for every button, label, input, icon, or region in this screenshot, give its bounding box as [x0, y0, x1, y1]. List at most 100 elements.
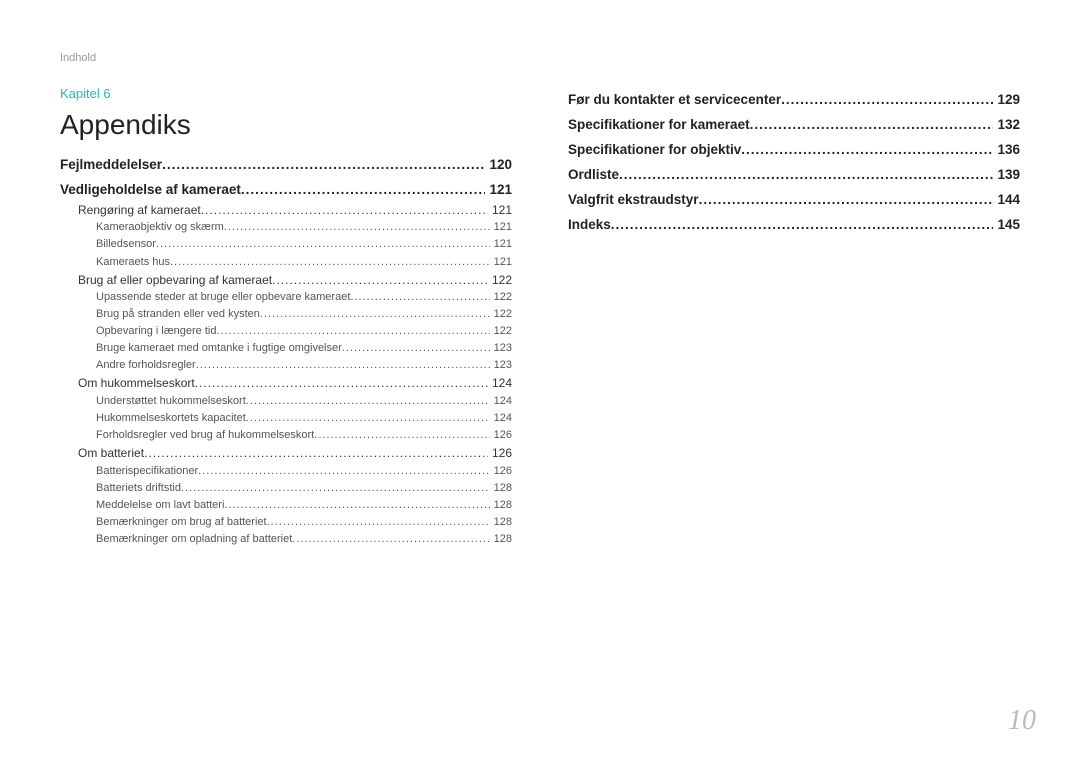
toc-entry-page: 128	[490, 514, 512, 531]
toc-left-list: Fejlmeddelelser ........................…	[60, 155, 512, 548]
toc-leader-dots: ........................................…	[216, 323, 489, 340]
toc-entry-label: Opbevaring i længere tid	[96, 323, 216, 340]
toc-entry-label: Vedligeholdelse af kameraet	[60, 180, 241, 201]
toc-entry-label: Specifikationer for objektiv	[568, 140, 741, 161]
toc-entry-label: Upassende steder at bruge eller opbevare…	[96, 289, 350, 306]
toc-entry-page: 128	[490, 497, 512, 514]
toc-entry-label: Valgfrit ekstraudstyr	[568, 190, 699, 211]
toc-leader-dots: ........................................…	[196, 357, 490, 374]
toc-entry[interactable]: Kameraets hus ..........................…	[60, 254, 512, 271]
toc-entry-page: 126	[488, 444, 512, 463]
toc-leader-dots: ........................................…	[144, 444, 488, 463]
toc-entry[interactable]: Om hukommelseskort .....................…	[60, 374, 512, 393]
toc-entry[interactable]: Bemærkninger om opladning af batteriet .…	[60, 531, 512, 548]
toc-entry-page: 122	[490, 323, 512, 340]
toc-entry-label: Billedsensor	[96, 236, 156, 253]
toc-entry[interactable]: Billedsensor ...........................…	[60, 236, 512, 253]
toc-entry[interactable]: Bemærkninger om brug af batteriet ......…	[60, 514, 512, 531]
toc-leader-dots: ........................................…	[224, 497, 489, 514]
toc-entry-label: Bemærkninger om opladning af batteriet	[96, 531, 292, 548]
toc-entry[interactable]: Batterispecifikationer .................…	[60, 463, 512, 480]
toc-leader-dots: ........................................…	[195, 374, 488, 393]
toc-entry[interactable]: Opbevaring i længere tid ...............…	[60, 323, 512, 340]
toc-entry-label: Fejlmeddelelser	[60, 155, 162, 176]
toc-entry-label: Brug på stranden eller ved kysten	[96, 306, 260, 323]
header-label: Indhold	[60, 52, 1020, 64]
toc-entry-page: 122	[490, 289, 512, 306]
toc-entry-label: Om batteriet	[78, 444, 144, 463]
toc-entry-label: Specifikationer for kameraet	[568, 115, 750, 136]
toc-entry[interactable]: Specifikationer for kameraet ...........…	[568, 115, 1020, 136]
toc-entry-label: Batteriets driftstid	[96, 480, 181, 497]
toc-entry-page: 123	[490, 357, 512, 374]
toc-leader-dots: ........................................…	[162, 155, 485, 176]
toc-leader-dots: ........................................…	[741, 140, 993, 161]
toc-entry-label: Kameraobjektiv og skærm	[96, 219, 224, 236]
toc-entry[interactable]: Understøttet hukommelseskort ...........…	[60, 393, 512, 410]
toc-entry[interactable]: Specifikationer for objektiv ...........…	[568, 140, 1020, 161]
toc-entry-label: Indeks	[568, 215, 611, 236]
toc-leader-dots: ........................................…	[241, 180, 486, 201]
toc-entry-page: 132	[993, 115, 1020, 136]
chapter-label: Kapitel 6	[60, 86, 512, 101]
toc-entry[interactable]: Fejlmeddelelser ........................…	[60, 155, 512, 176]
toc-entry[interactable]: Kameraobjektiv og skærm ................…	[60, 219, 512, 236]
toc-entry[interactable]: Forholdsregler ved brug af hukommelsesko…	[60, 427, 512, 444]
toc-entry[interactable]: Upassende steder at bruge eller opbevare…	[60, 289, 512, 306]
toc-entry-label: Rengøring af kameraet	[78, 201, 201, 220]
toc-entry-label: Batterispecifikationer	[96, 463, 198, 480]
toc-entry-label: Bruge kameraet med omtanke i fugtige omg…	[96, 340, 342, 357]
toc-entry-label: Hukommelseskortets kapacitet	[96, 410, 246, 427]
toc-entry-page: 126	[490, 427, 512, 444]
toc-entry-page: 129	[993, 90, 1020, 111]
columns-container: Kapitel 6 Appendiks Fejlmeddelelser ....…	[60, 86, 1020, 725]
toc-leader-dots: ........................................…	[201, 201, 488, 220]
toc-entry-label: Ordliste	[568, 165, 619, 186]
toc-entry-page: 145	[993, 215, 1020, 236]
toc-entry-label: Om hukommelseskort	[78, 374, 195, 393]
toc-leader-dots: ........................................…	[246, 410, 490, 427]
toc-entry[interactable]: Meddelelse om lavt batteri .............…	[60, 497, 512, 514]
toc-entry[interactable]: Rengøring af kameraet ..................…	[60, 201, 512, 220]
toc-entry-page: 121	[490, 236, 512, 253]
toc-entry-page: 121	[485, 180, 512, 201]
toc-entry[interactable]: Hukommelseskortets kapacitet ...........…	[60, 410, 512, 427]
toc-leader-dots: ........................................…	[170, 254, 490, 271]
toc-entry[interactable]: Bruge kameraet med omtanke i fugtige omg…	[60, 340, 512, 357]
toc-entry-page: 120	[485, 155, 512, 176]
toc-entry[interactable]: Før du kontakter et servicecenter ......…	[568, 90, 1020, 111]
toc-entry[interactable]: Brug på stranden eller ved kysten ......…	[60, 306, 512, 323]
toc-leader-dots: ........................................…	[350, 289, 489, 306]
toc-entry-page: 124	[488, 374, 512, 393]
right-column: Før du kontakter et servicecenter ......…	[568, 86, 1020, 725]
toc-leader-dots: ........................................…	[224, 219, 490, 236]
toc-entry-page: 124	[490, 393, 512, 410]
toc-leader-dots: ........................................…	[619, 165, 993, 186]
toc-entry-label: Brug af eller opbevaring af kameraet	[78, 271, 272, 290]
toc-entry[interactable]: Ordliste ...............................…	[568, 165, 1020, 186]
toc-entry-page: 123	[490, 340, 512, 357]
toc-entry[interactable]: Valgfrit ekstraudstyr ..................…	[568, 190, 1020, 211]
toc-entry-page: 121	[490, 219, 512, 236]
toc-entry-page: 144	[993, 190, 1020, 211]
toc-entry-page: 128	[490, 531, 512, 548]
page-container: Indhold Kapitel 6 Appendiks Fejlmeddelel…	[0, 0, 1080, 765]
toc-entry-label: Understøttet hukommelseskort	[96, 393, 246, 410]
toc-entry[interactable]: Batteriets driftstid ...................…	[60, 480, 512, 497]
toc-leader-dots: ........................................…	[267, 514, 490, 531]
toc-entry-label: Før du kontakter et servicecenter	[568, 90, 781, 111]
toc-entry-page: 122	[488, 271, 512, 290]
toc-entry[interactable]: Andre forholdsregler ...................…	[60, 357, 512, 374]
toc-entry[interactable]: Brug af eller opbevaring af kameraet ...…	[60, 271, 512, 290]
toc-leader-dots: ........................................…	[781, 90, 993, 111]
toc-entry-page: 122	[490, 306, 512, 323]
left-column: Kapitel 6 Appendiks Fejlmeddelelser ....…	[60, 86, 512, 725]
toc-leader-dots: ........................................…	[611, 215, 994, 236]
toc-entry[interactable]: Indeks .................................…	[568, 215, 1020, 236]
toc-entry-label: Forholdsregler ved brug af hukommelsesko…	[96, 427, 314, 444]
section-title: Appendiks	[60, 109, 512, 141]
toc-entry[interactable]: Vedligeholdelse af kameraet ............…	[60, 180, 512, 201]
toc-entry[interactable]: Om batteriet ...........................…	[60, 444, 512, 463]
toc-leader-dots: ........................................…	[342, 340, 490, 357]
toc-entry-label: Bemærkninger om brug af batteriet	[96, 514, 267, 531]
